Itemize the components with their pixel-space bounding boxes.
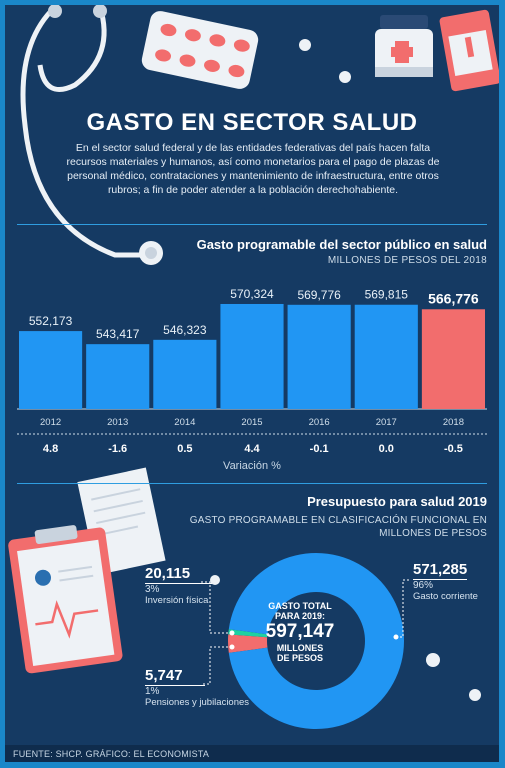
x-tick-label: 2015 <box>241 417 262 428</box>
x-tick-label: 2018 <box>443 417 464 428</box>
page-title: GASTO EN SECTOR SALUD <box>86 109 418 136</box>
slice-value: 571,285 <box>413 561 468 580</box>
section-divider <box>17 224 487 225</box>
variation-caption: Variación % <box>223 460 281 472</box>
source-note: FUENTE: SHCP. GRÁFICO: EL ECONOMISTA <box>13 749 210 759</box>
bar-value-label: 566,776 <box>428 290 479 306</box>
tablet-icon <box>210 39 481 701</box>
donut-chart <box>201 553 411 730</box>
bar-2013 <box>86 344 150 409</box>
annotation-gasto-corriente: 571,285 96% Gasto corriente <box>413 561 478 602</box>
variation-value: -0.1 <box>310 443 329 455</box>
donut-slice <box>228 553 404 730</box>
leader-line <box>201 581 232 634</box>
slice-label: Inversión física <box>145 595 209 606</box>
donut-hole <box>269 594 363 688</box>
variation-value: -0.5 <box>444 443 463 455</box>
footer-bar <box>5 745 499 762</box>
slice-percent: 3% <box>145 584 160 595</box>
annotation-pensiones: 5,747 1% Pensiones y jubilaciones <box>145 667 249 708</box>
x-tick-label: 2016 <box>309 417 330 428</box>
bar-chart: 552,173 2012 4.8 543,417 2013 -1.6 546,323 2014… <box>17 287 487 455</box>
pill-bottle-icon <box>375 15 433 77</box>
bar-2015 <box>220 303 284 409</box>
leader-dot <box>393 634 399 640</box>
bar-value-label: 570,324 <box>230 287 274 301</box>
slice-value: 5,747 <box>145 667 205 686</box>
pie-chart-subtitle: GASTO PROGRAMABLE EN CLASIFICACIÓN FUNCI… <box>189 515 487 539</box>
bar-value-label: 569,815 <box>365 288 409 302</box>
bar-value-label: 552,173 <box>29 314 73 328</box>
section-divider <box>17 483 487 484</box>
donut-slice <box>228 629 268 638</box>
donut-slice <box>228 634 268 653</box>
bar-value-label: 543,417 <box>96 327 140 341</box>
bar-2014 <box>153 339 217 409</box>
donut-center-label: GASTO TOTAL PARA 2019: 597,147 MILLONES … <box>252 601 348 663</box>
bar-2016 <box>287 304 351 409</box>
x-tick-label: 2014 <box>174 417 195 428</box>
stethoscope-icon <box>20 5 163 265</box>
infographic-frame: GASTO EN SECTOR SALUD En el sector salud… <box>5 5 499 762</box>
slice-value: 20,115 <box>145 565 213 584</box>
center-line1: GASTO TOTAL <box>268 601 332 611</box>
bar-value-label: 546,323 <box>163 323 207 337</box>
clipboard-icon <box>8 525 123 674</box>
variation-value: 4.4 <box>244 443 260 455</box>
leader-line <box>396 579 411 638</box>
bar-2018 <box>421 309 485 409</box>
leader-dot <box>229 630 235 636</box>
leader-line <box>201 646 232 685</box>
variation-value: 0.0 <box>379 443 394 455</box>
slice-label: Pensiones y jubilaciones <box>145 697 250 708</box>
center-line3: MILLONES <box>276 643 324 653</box>
bar-2017 <box>354 304 418 409</box>
medicine-box-icon <box>439 9 499 92</box>
center-total-value: 597,147 <box>265 621 335 642</box>
bar-chart-title: Gasto programable del sector público en … <box>196 237 487 252</box>
leader-dot <box>229 644 235 650</box>
pill-blister-icon <box>141 11 259 89</box>
bar-chart-subtitle: MILLONES DE PESOS DEL 2018 <box>327 255 487 266</box>
center-line4: DE PESOS <box>276 653 323 663</box>
x-tick-label: 2013 <box>107 417 128 428</box>
x-tick-label: 2012 <box>40 417 61 428</box>
variation-value: -1.6 <box>108 443 127 455</box>
slice-percent: 96% <box>413 580 434 591</box>
bar-value-label: 569,776 <box>297 288 341 302</box>
slice-percent: 1% <box>145 686 160 697</box>
variation-value: 4.8 <box>43 443 58 455</box>
variation-value: 0.5 <box>177 443 192 455</box>
slice-label: Gasto corriente <box>413 591 478 602</box>
x-tick-label: 2017 <box>376 417 397 428</box>
intro-paragraph: En el sector salud federal y de las enti… <box>66 142 440 196</box>
annotation-inversion-fisica: 20,115 3% Inversión física <box>145 565 213 606</box>
pie-chart-title: Presupuesto para salud 2019 <box>307 494 487 509</box>
bar-2012 <box>19 331 83 409</box>
decorations <box>8 5 499 701</box>
center-line2: PARA 2019: <box>274 611 326 621</box>
